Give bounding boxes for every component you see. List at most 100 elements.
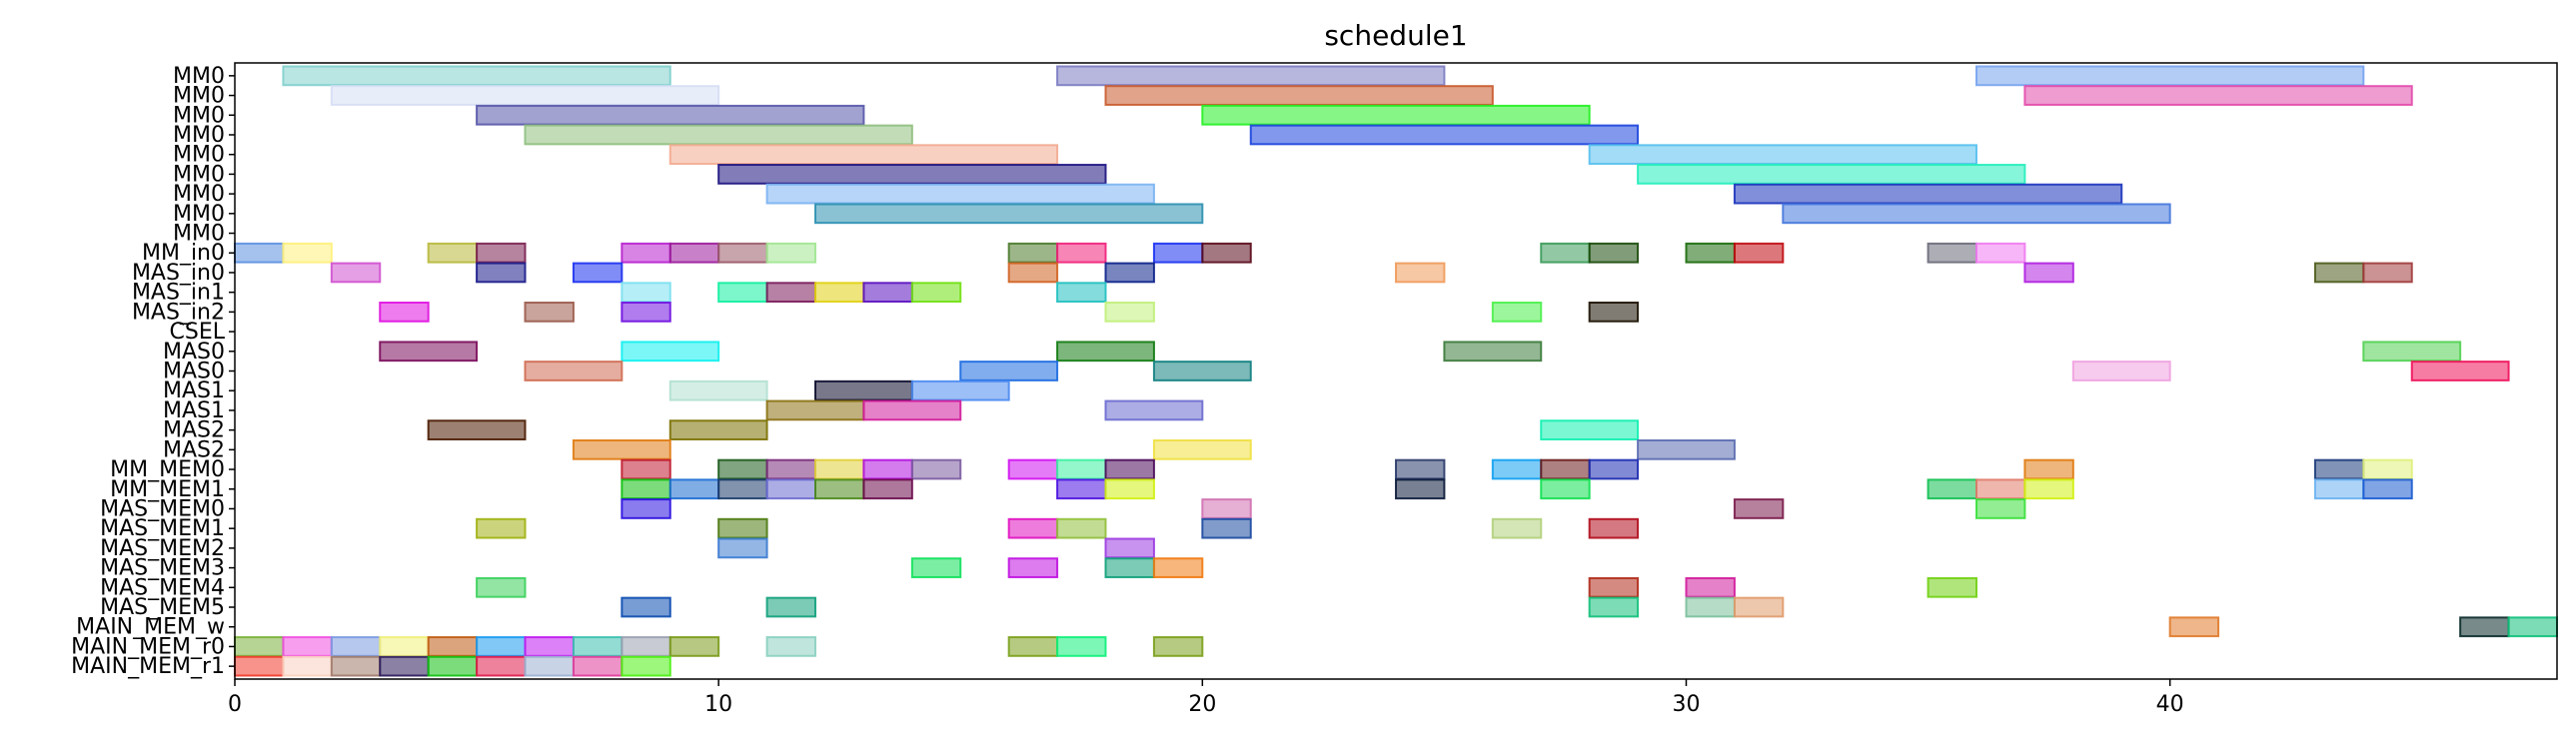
task-bar (814, 203, 1204, 225)
task-bar (1685, 576, 1736, 598)
task-bar (2507, 616, 2558, 638)
task-bar (1491, 517, 1543, 539)
task-bar (621, 478, 671, 500)
task-bar (2168, 616, 2220, 638)
task-bar (621, 302, 671, 323)
chart-title: schedule1 (1324, 19, 1467, 52)
task-bar (427, 636, 479, 657)
task-bar (379, 341, 479, 363)
task-bar (476, 517, 527, 539)
task-bar (717, 478, 768, 500)
task-bar (1395, 458, 1446, 480)
task-bar (427, 655, 479, 677)
task-bar (1588, 576, 1640, 598)
task-bar (524, 636, 575, 657)
task-bar (765, 458, 816, 480)
task-bar (959, 361, 1059, 381)
task-bar (1975, 242, 2026, 264)
row-label: MAIN_MEM_r1 (71, 654, 225, 679)
task-bar (621, 596, 671, 618)
task-bar (1201, 104, 1591, 126)
task-bar (765, 596, 816, 618)
row-label: MAS_MEM0 (100, 496, 225, 521)
task-bar (1056, 517, 1107, 539)
task-bar (1152, 361, 1252, 381)
row-label: MAS2 (163, 418, 225, 443)
row-label: MAS_MEM3 (100, 556, 225, 581)
task-bar (621, 341, 720, 363)
task-bar (1007, 242, 1059, 264)
row-label: MM_MEM0 (110, 457, 225, 482)
task-bar (1733, 183, 2123, 205)
task-bar (1104, 85, 1494, 106)
task-bar (1201, 242, 1252, 264)
task-bar (1733, 242, 1785, 264)
task-bar (621, 458, 671, 480)
row-label: MAS1 (163, 398, 225, 423)
task-bar (476, 262, 527, 284)
task-bar (814, 379, 913, 401)
task-bar (2362, 478, 2413, 500)
task-bar (330, 85, 720, 106)
row-label: MAS_MEM2 (100, 536, 225, 561)
task-bar (1007, 262, 1059, 284)
task-bar (1152, 438, 1252, 460)
task-bar (379, 636, 430, 657)
task-bar (572, 262, 624, 284)
task-bar (2313, 478, 2365, 500)
task-bar (1152, 557, 1204, 578)
row-label: MM0 (173, 202, 225, 227)
task-bar (330, 262, 382, 284)
task-bar (668, 478, 720, 500)
row-label: MAS_in0 (132, 261, 225, 286)
task-bar (1588, 458, 1640, 480)
task-bar (1104, 262, 1155, 284)
task-bar (2023, 478, 2074, 500)
task-bar (1540, 478, 1591, 500)
task-bar (910, 379, 1010, 401)
task-bar (476, 576, 527, 598)
task-bar (1152, 242, 1204, 264)
task-bar (282, 636, 333, 657)
task-bar (1491, 302, 1543, 323)
task-bar (282, 65, 671, 87)
task-bar (1152, 636, 1204, 657)
task-bar (330, 655, 382, 677)
task-bar (524, 655, 575, 677)
task-bar (476, 655, 527, 677)
task-bar (814, 478, 865, 500)
task-bar (476, 104, 865, 126)
task-bar (282, 655, 333, 677)
task-bar (1249, 124, 1640, 146)
task-bar (621, 242, 671, 264)
task-bar (427, 419, 527, 440)
task-bar (717, 242, 768, 264)
task-bar (1637, 164, 2026, 185)
row-labels: MM0MM0MM0MM0MM0MM0MM0MM0MM0MM_in0MAS_in0… (71, 64, 235, 679)
task-bar (814, 282, 865, 304)
task-bar (524, 124, 913, 146)
row-label: MAS2 (163, 437, 225, 462)
task-bar (621, 655, 671, 677)
task-bar (621, 636, 671, 657)
task-bar (2459, 616, 2510, 638)
task-bar (572, 655, 624, 677)
task-bar (765, 242, 816, 264)
task-bar (1104, 537, 1155, 559)
task-bar (1927, 576, 1978, 598)
task-bar (1733, 498, 1785, 519)
task-bar (717, 517, 768, 539)
task-bar (427, 242, 479, 264)
row-label: MAS1 (163, 378, 225, 403)
row-label: MAS_MEM4 (100, 575, 225, 600)
task-bar (1104, 458, 1155, 480)
task-bar (2362, 262, 2413, 284)
row-label: MM0 (173, 84, 225, 109)
task-bar (1056, 636, 1107, 657)
task-bar (1733, 596, 1785, 618)
task-bar (862, 282, 913, 304)
task-bar (1588, 596, 1640, 618)
row-label: MAS_in1 (132, 281, 225, 306)
row-label: MM0 (173, 123, 225, 148)
task-bar (1056, 341, 1155, 363)
